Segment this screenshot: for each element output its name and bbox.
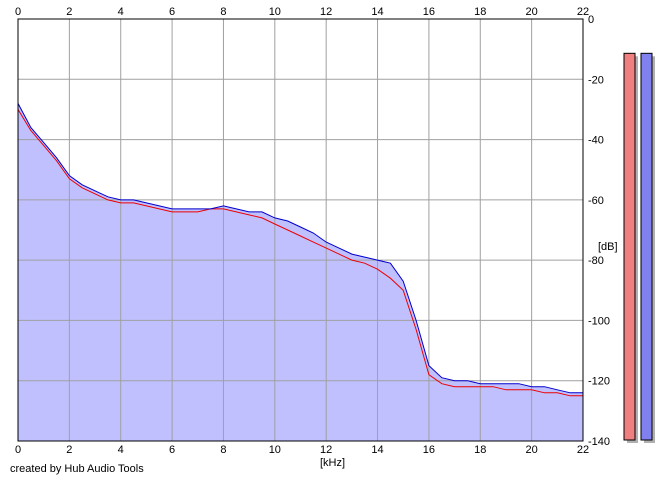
level-meter-left [623, 52, 636, 441]
x-tick-label-bottom: 6 [169, 444, 175, 456]
x-tick-label-top: 14 [371, 6, 383, 18]
x-tick-label-bottom: 0 [15, 444, 21, 456]
y-tick-label: -140 [588, 436, 610, 448]
x-tick-label-bottom: 8 [220, 444, 226, 456]
y-tick-label: -20 [588, 74, 604, 86]
x-tick-label-bottom: 14 [371, 444, 383, 456]
x-tick-label-top: 6 [169, 6, 175, 18]
y-tick-label: -60 [588, 195, 604, 207]
x-tick-label-top: 8 [220, 6, 226, 18]
spectrum-fill-area [18, 103, 583, 441]
y-tick-label: -80 [588, 255, 604, 267]
x-tick-label-bottom: 10 [269, 444, 281, 456]
y-tick-label: -100 [588, 315, 610, 327]
x-tick-label-top: 22 [577, 6, 589, 18]
x-tick-label-bottom: 12 [320, 444, 332, 456]
series-line-red [18, 109, 583, 397]
x-tick-label-top: 2 [66, 6, 72, 18]
y-tick-label: -40 [588, 135, 604, 147]
x-tick-label-top: 18 [474, 6, 486, 18]
y-tick-label: 0 [588, 14, 594, 26]
y-tick-label: -120 [588, 376, 610, 388]
x-tick-label-bottom: 18 [474, 444, 486, 456]
x-tick-label-bottom: 22 [577, 444, 589, 456]
x-tick-label-top: 20 [526, 6, 538, 18]
x-tick-label-bottom: 20 [526, 444, 538, 456]
credit-text: created by Hub Audio Tools [10, 463, 144, 475]
level-meter-right [640, 52, 653, 441]
x-tick-label-bottom: 2 [66, 444, 72, 456]
x-tick-label-bottom: 4 [118, 444, 124, 456]
series-line-blue [18, 103, 583, 394]
x-tick-label-bottom: 16 [423, 444, 435, 456]
y-axis-label: [dB] [598, 241, 618, 253]
x-tick-label-top: 0 [15, 6, 21, 18]
x-tick-label-top: 4 [118, 6, 124, 18]
x-tick-label-top: 12 [320, 6, 332, 18]
x-tick-label-top: 16 [423, 6, 435, 18]
x-axis-label: [kHz] [320, 457, 345, 469]
plot-frame [17, 18, 584, 442]
x-tick-label-top: 10 [269, 6, 281, 18]
